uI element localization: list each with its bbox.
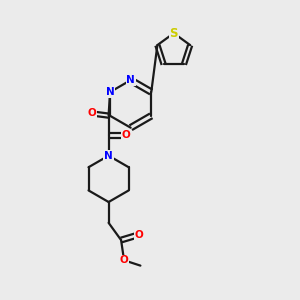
Text: O: O	[120, 255, 128, 265]
Text: O: O	[134, 230, 143, 240]
Text: S: S	[169, 27, 178, 40]
Text: N: N	[106, 87, 115, 97]
Text: O: O	[87, 108, 96, 118]
Text: N: N	[104, 151, 113, 160]
Text: O: O	[122, 130, 130, 140]
Text: N: N	[126, 75, 135, 85]
